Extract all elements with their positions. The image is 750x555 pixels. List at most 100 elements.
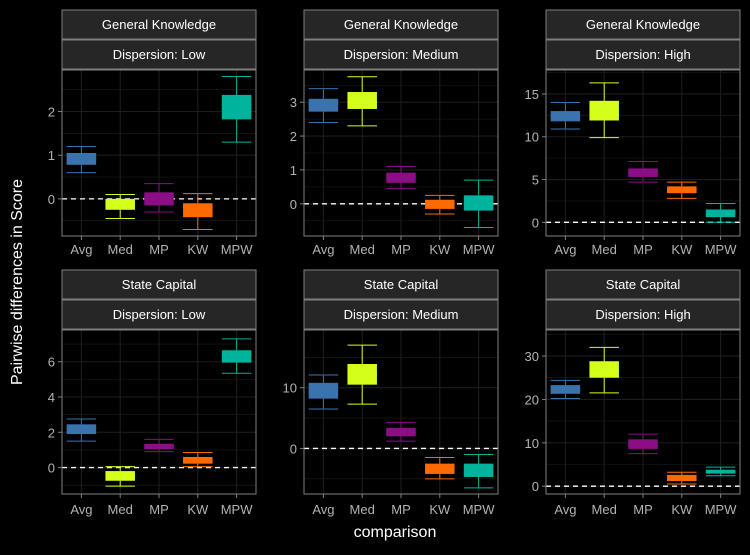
panel-border [545,69,741,237]
x-axis-title: comparison [354,524,437,541]
panels: General Knowledge Dispersion: Low 0 1 2 Avg Me… [48,9,741,517]
panel-border [61,329,257,495]
facet-strip-top-label: State Capital [364,277,439,292]
x-tick-label: MP [633,502,653,517]
y-axis-title: Pairwise differences in Score [9,179,26,385]
x-tick-label: Med [108,502,133,517]
y-tick-label: 1 [290,163,297,178]
panel-border [303,69,499,237]
x-tick-label: MPW [221,242,254,257]
y-tick-label: 0 [48,192,55,207]
box-med [105,194,135,220]
x-tick-label: KW [429,242,451,257]
x-tick-label: MPW [221,502,254,517]
facet-strip-bottom [545,39,741,70]
x-tick-label: MP [149,242,169,257]
box-avg [308,374,339,410]
x-tick-label: MPW [705,502,738,517]
facet-strip-top-label: State Capital [606,277,681,292]
y-tick-label: 5 [532,173,539,188]
box-med [105,466,135,487]
facet-strip-bottom-label: Dispersion: Medium [344,47,459,62]
box-iqr [308,98,339,112]
x-tick-label: KW [671,502,693,517]
facet-strip-bottom [545,299,741,330]
box-iqr [386,172,416,183]
y-tick-label: 20 [525,392,539,407]
box-mp [628,161,658,183]
y-tick-label: 0 [532,479,539,494]
y-tick-label: 1 [48,148,55,163]
y-tick-label: 0 [532,215,539,230]
box-mp [144,183,174,213]
box-kw [183,193,213,230]
panel: General Knowledge Dispersion: High 0 5 10 15 A… [525,9,741,257]
x-tick-label: MPW [463,502,496,517]
x-tick-label: KW [429,502,451,517]
box-iqr [589,100,619,121]
x-tick-label: Med [108,242,133,257]
y-tick-label: 30 [525,349,539,364]
box-avg [66,145,97,174]
box-kw [183,452,213,468]
x-tick-label: MPW [705,242,738,257]
box-mpw [463,179,494,229]
x-tick-label: Avg [70,502,92,517]
x-tick-label: MP [633,242,653,257]
y-tick-label: 3 [290,95,297,110]
box-avg [308,88,339,124]
y-tick-label: 2 [48,425,55,440]
x-tick-label: Med [592,502,617,517]
facet-strip-bottom [61,39,257,70]
box-mp [144,438,174,453]
facet-strip-top-label: General Knowledge [586,17,700,32]
x-tick-label: MP [391,502,411,517]
facet-strip-bottom-label: Dispersion: Low [113,47,206,62]
box-iqr [221,94,252,120]
box-kw [667,181,697,199]
box-kw [425,457,455,480]
box-med [347,344,377,405]
facet-strip-bottom-label: Dispersion: Medium [344,307,459,322]
facet-strip-top [303,9,499,40]
panel-border [545,329,741,495]
facet-strip-top [61,9,257,40]
box-iqr [183,203,213,218]
box-avg [550,379,581,400]
box-med [589,346,619,394]
box-kw [425,194,455,215]
box-mp [386,166,416,190]
panel-border [61,69,257,237]
box-mpw [221,76,252,143]
panel-border [303,329,499,495]
panel: General Knowledge Dispersion: Medium 0 1 2 3 A… [290,9,499,257]
y-tick-label: 2 [48,105,55,120]
panel: State Capital Dispersion: Medium 0 10 Avg Med… [283,269,499,517]
box-mpw [705,466,736,477]
facet-strip-bottom [303,299,499,330]
x-tick-label: Avg [312,502,334,517]
x-tick-label: KW [671,242,693,257]
y-tick-label: 0 [290,197,297,212]
panel: General Knowledge Dispersion: Low 0 1 2 Avg Me… [48,9,257,257]
facet-strip-top-label: State Capital [122,277,197,292]
x-tick-label: KW [187,242,209,257]
x-tick-label: Avg [312,242,334,257]
panel: State Capital Dispersion: Low 0 2 4 6 Avg Med MP… [48,269,257,517]
y-tick-label: 10 [525,436,539,451]
facet-strip-bottom-label: Dispersion: High [595,47,690,62]
x-tick-label: Avg [554,242,576,257]
x-tick-label: MP [149,502,169,517]
box-mpw [221,338,252,374]
box-mpw [463,454,494,489]
facet-strip-top [303,269,499,300]
panel: State Capital Dispersion: High 0 10 20 30 Avg M… [525,269,741,517]
x-tick-label: Med [350,502,375,517]
facet-strip-top-label: General Knowledge [102,17,216,32]
facet-strip-bottom [303,39,499,70]
box-iqr [347,92,377,109]
facet-strip-top-label: General Knowledge [344,17,458,32]
x-tick-label: MPW [463,242,496,257]
box-kw [667,471,697,485]
